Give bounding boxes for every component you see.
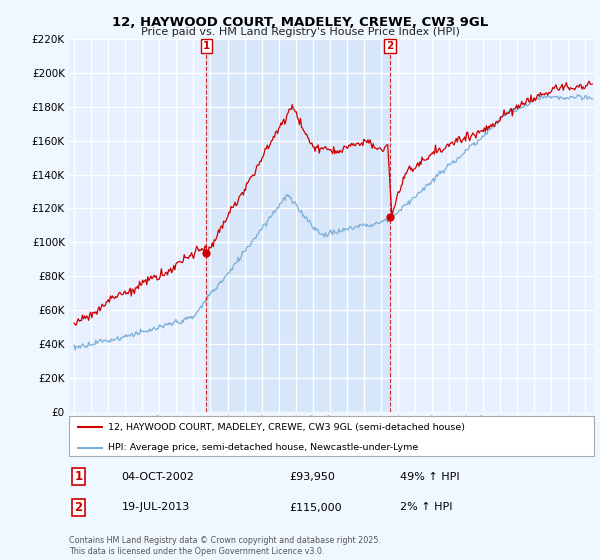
Text: 2% ↑ HPI: 2% ↑ HPI bbox=[400, 502, 452, 512]
Text: Price paid vs. HM Land Registry's House Price Index (HPI): Price paid vs. HM Land Registry's House … bbox=[140, 27, 460, 37]
Text: 1: 1 bbox=[74, 470, 83, 483]
Text: 12, HAYWOOD COURT, MADELEY, CREWE, CW3 9GL: 12, HAYWOOD COURT, MADELEY, CREWE, CW3 9… bbox=[112, 16, 488, 29]
Text: £115,000: £115,000 bbox=[290, 502, 342, 512]
Text: 2: 2 bbox=[74, 501, 83, 514]
Text: 12, HAYWOOD COURT, MADELEY, CREWE, CW3 9GL (semi-detached house): 12, HAYWOOD COURT, MADELEY, CREWE, CW3 9… bbox=[109, 423, 466, 432]
Text: 1: 1 bbox=[203, 41, 210, 51]
Text: 2: 2 bbox=[386, 41, 394, 51]
Text: HPI: Average price, semi-detached house, Newcastle-under-Lyme: HPI: Average price, semi-detached house,… bbox=[109, 443, 419, 452]
Text: 49% ↑ HPI: 49% ↑ HPI bbox=[400, 472, 460, 482]
Text: Contains HM Land Registry data © Crown copyright and database right 2025.
This d: Contains HM Land Registry data © Crown c… bbox=[69, 536, 381, 556]
Bar bbox=[206, 39, 390, 412]
Text: 04-OCT-2002: 04-OCT-2002 bbox=[121, 472, 194, 482]
Text: £93,950: £93,950 bbox=[290, 472, 335, 482]
Text: 19-JUL-2013: 19-JUL-2013 bbox=[121, 502, 190, 512]
